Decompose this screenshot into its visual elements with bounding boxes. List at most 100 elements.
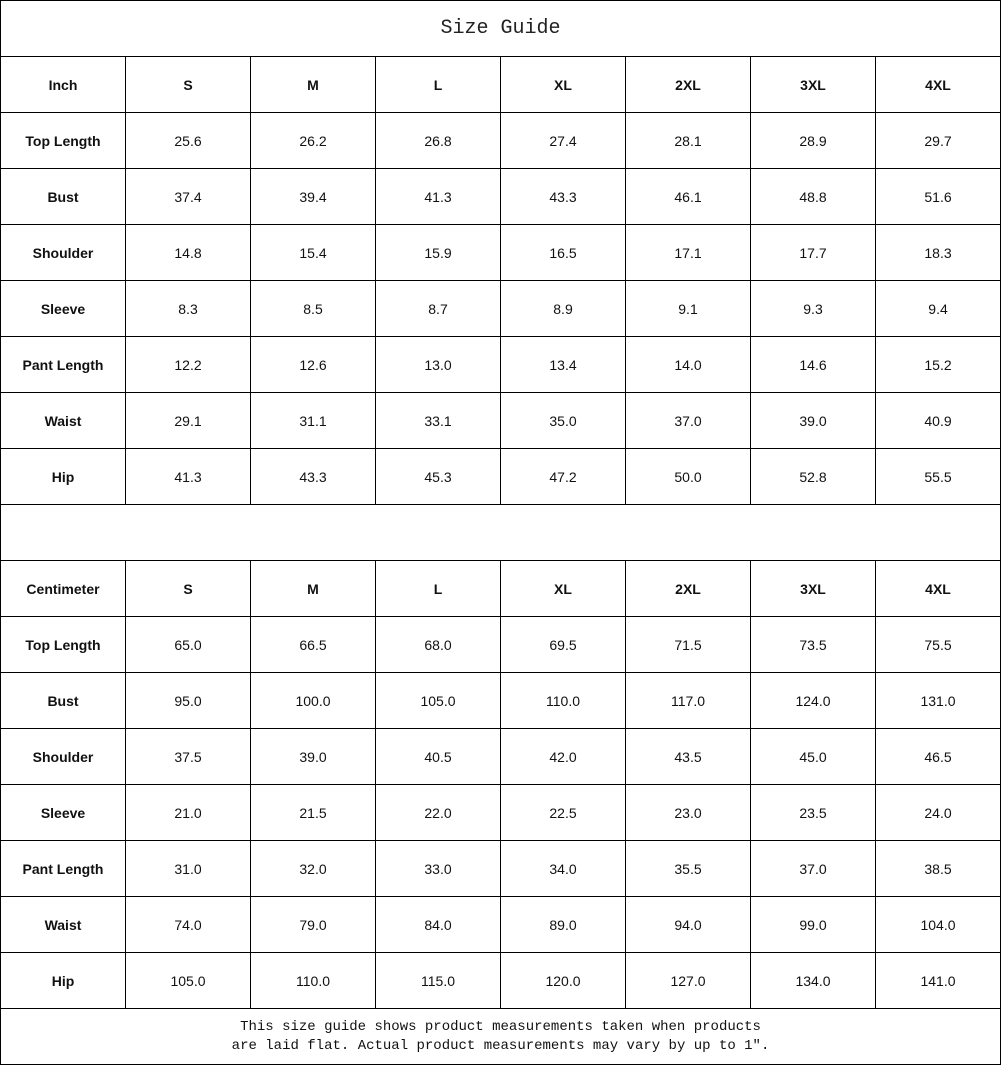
- measurement-cell: 35.0: [500, 392, 626, 449]
- measurement-cell: 15.2: [874, 336, 1002, 393]
- measurement-cell: 115.0: [375, 952, 501, 1009]
- table-row: Top Length 65.0 66.5 68.0 69.5 71.5 73.5 75.5: [0, 616, 1002, 673]
- measurement-cell: 40.5: [375, 728, 501, 785]
- measurement-cell: 134.0: [750, 952, 876, 1009]
- measurement-cell: 117.0: [625, 672, 751, 729]
- size-header: M: [250, 56, 376, 113]
- measurement-cell: 37.4: [125, 168, 251, 225]
- page-title: Size Guide: [0, 0, 1002, 57]
- measurement-cell: 39.0: [250, 728, 376, 785]
- row-label: Top Length: [0, 616, 126, 673]
- measurement-cell: 120.0: [500, 952, 626, 1009]
- measurement-cell: 110.0: [250, 952, 376, 1009]
- measurement-cell: 26.2: [250, 112, 376, 169]
- size-header: 3XL: [750, 560, 876, 617]
- measurement-cell: 13.4: [500, 336, 626, 393]
- table-row: Sleeve 21.0 21.5 22.0 22.5 23.0 23.5 24.0: [0, 784, 1002, 841]
- measurement-cell: 14.8: [125, 224, 251, 281]
- measurement-cell: 26.8: [375, 112, 501, 169]
- measurement-cell: 15.4: [250, 224, 376, 281]
- title-row: Size Guide: [0, 0, 1002, 57]
- size-header: L: [375, 560, 501, 617]
- note-row: This size guide shows product measuremen…: [0, 1008, 1002, 1065]
- measurement-cell: 21.0: [125, 784, 251, 841]
- table-row: Waist 74.0 79.0 84.0 89.0 94.0 99.0 104.0: [0, 896, 1002, 953]
- measurement-cell: 42.0: [500, 728, 626, 785]
- measurement-cell: 28.1: [625, 112, 751, 169]
- measurement-cell: 105.0: [125, 952, 251, 1009]
- table-row: Pant Length 31.0 32.0 33.0 34.0 35.5 37.0 38.5: [0, 840, 1002, 897]
- measurement-cell: 73.5: [750, 616, 876, 673]
- measurement-cell: 23.0: [625, 784, 751, 841]
- measurement-cell: 51.6: [874, 168, 1002, 225]
- table-row: Shoulder 37.5 39.0 40.5 42.0 43.5 45.0 46.5: [0, 728, 1002, 785]
- measurement-cell: 18.3: [874, 224, 1002, 281]
- measurement-cell: 34.0: [500, 840, 626, 897]
- measurement-cell: 40.9: [874, 392, 1002, 449]
- measurement-cell: 12.6: [250, 336, 376, 393]
- measurement-cell: 110.0: [500, 672, 626, 729]
- measurement-cell: 9.4: [874, 280, 1002, 337]
- measurement-cell: 33.0: [375, 840, 501, 897]
- measurement-cell: 66.5: [250, 616, 376, 673]
- measurement-cell: 68.0: [375, 616, 501, 673]
- measurement-cell: 48.8: [750, 168, 876, 225]
- row-label: Shoulder: [0, 224, 126, 281]
- measurement-cell: 29.1: [125, 392, 251, 449]
- measurement-cell: 55.5: [874, 448, 1002, 505]
- measurement-cell: 9.3: [750, 280, 876, 337]
- measurement-cell: 46.5: [874, 728, 1002, 785]
- measurement-cell: 17.1: [625, 224, 751, 281]
- table-row: Top Length 25.6 26.2 26.8 27.4 28.1 28.9 29.7: [0, 112, 1002, 169]
- measurement-cell: 71.5: [625, 616, 751, 673]
- row-label: Shoulder: [0, 728, 126, 785]
- measurement-cell: 37.0: [750, 840, 876, 897]
- header-row: Centimeter S M L XL 2XL 3XL 4XL: [0, 560, 1002, 617]
- measurement-cell: 25.6: [125, 112, 251, 169]
- measurement-cell: 45.0: [750, 728, 876, 785]
- measurement-cell: 33.1: [375, 392, 501, 449]
- row-label: Waist: [0, 392, 126, 449]
- measurement-cell: 17.7: [750, 224, 876, 281]
- size-header: XL: [500, 56, 626, 113]
- measurement-cell: 84.0: [375, 896, 501, 953]
- table-row: Hip 105.0 110.0 115.0 120.0 127.0 134.0 141.0: [0, 952, 1002, 1009]
- measurement-cell: 38.5: [874, 840, 1002, 897]
- measurement-cell: 46.1: [625, 168, 751, 225]
- measurement-cell: 13.0: [375, 336, 501, 393]
- measurement-cell: 14.6: [750, 336, 876, 393]
- row-label: Waist: [0, 896, 126, 953]
- size-header: M: [250, 560, 376, 617]
- measurement-cell: 43.3: [500, 168, 626, 225]
- size-header: S: [125, 560, 251, 617]
- table-row: Bust 95.0 100.0 105.0 110.0 117.0 124.0 131.0: [0, 672, 1002, 729]
- measurement-cell: 131.0: [874, 672, 1002, 729]
- unit-header: Inch: [0, 56, 126, 113]
- header-row: Inch S M L XL 2XL 3XL 4XL: [0, 56, 1002, 113]
- footnote-line: This size guide shows product measuremen…: [240, 1018, 761, 1035]
- table-row: Pant Length 12.2 12.6 13.0 13.4 14.0 14.6 15.2: [0, 336, 1002, 393]
- measurement-cell: 14.0: [625, 336, 751, 393]
- row-label: Pant Length: [0, 336, 126, 393]
- measurement-cell: 100.0: [250, 672, 376, 729]
- measurement-cell: 22.5: [500, 784, 626, 841]
- unit-header: Centimeter: [0, 560, 126, 617]
- measurement-cell: 15.9: [375, 224, 501, 281]
- measurement-cell: 69.5: [500, 616, 626, 673]
- row-label: Bust: [0, 168, 126, 225]
- row-label: Hip: [0, 952, 126, 1009]
- measurement-cell: 29.7: [874, 112, 1002, 169]
- measurement-cell: 24.0: [874, 784, 1002, 841]
- size-header: 3XL: [750, 56, 876, 113]
- measurement-cell: 127.0: [625, 952, 751, 1009]
- size-header: XL: [500, 560, 626, 617]
- row-label: Pant Length: [0, 840, 126, 897]
- measurement-cell: 43.5: [625, 728, 751, 785]
- measurement-cell: 12.2: [125, 336, 251, 393]
- measurement-cell: 22.0: [375, 784, 501, 841]
- measurement-cell: 31.1: [250, 392, 376, 449]
- measurement-cell: 45.3: [375, 448, 501, 505]
- measurement-cell: 8.3: [125, 280, 251, 337]
